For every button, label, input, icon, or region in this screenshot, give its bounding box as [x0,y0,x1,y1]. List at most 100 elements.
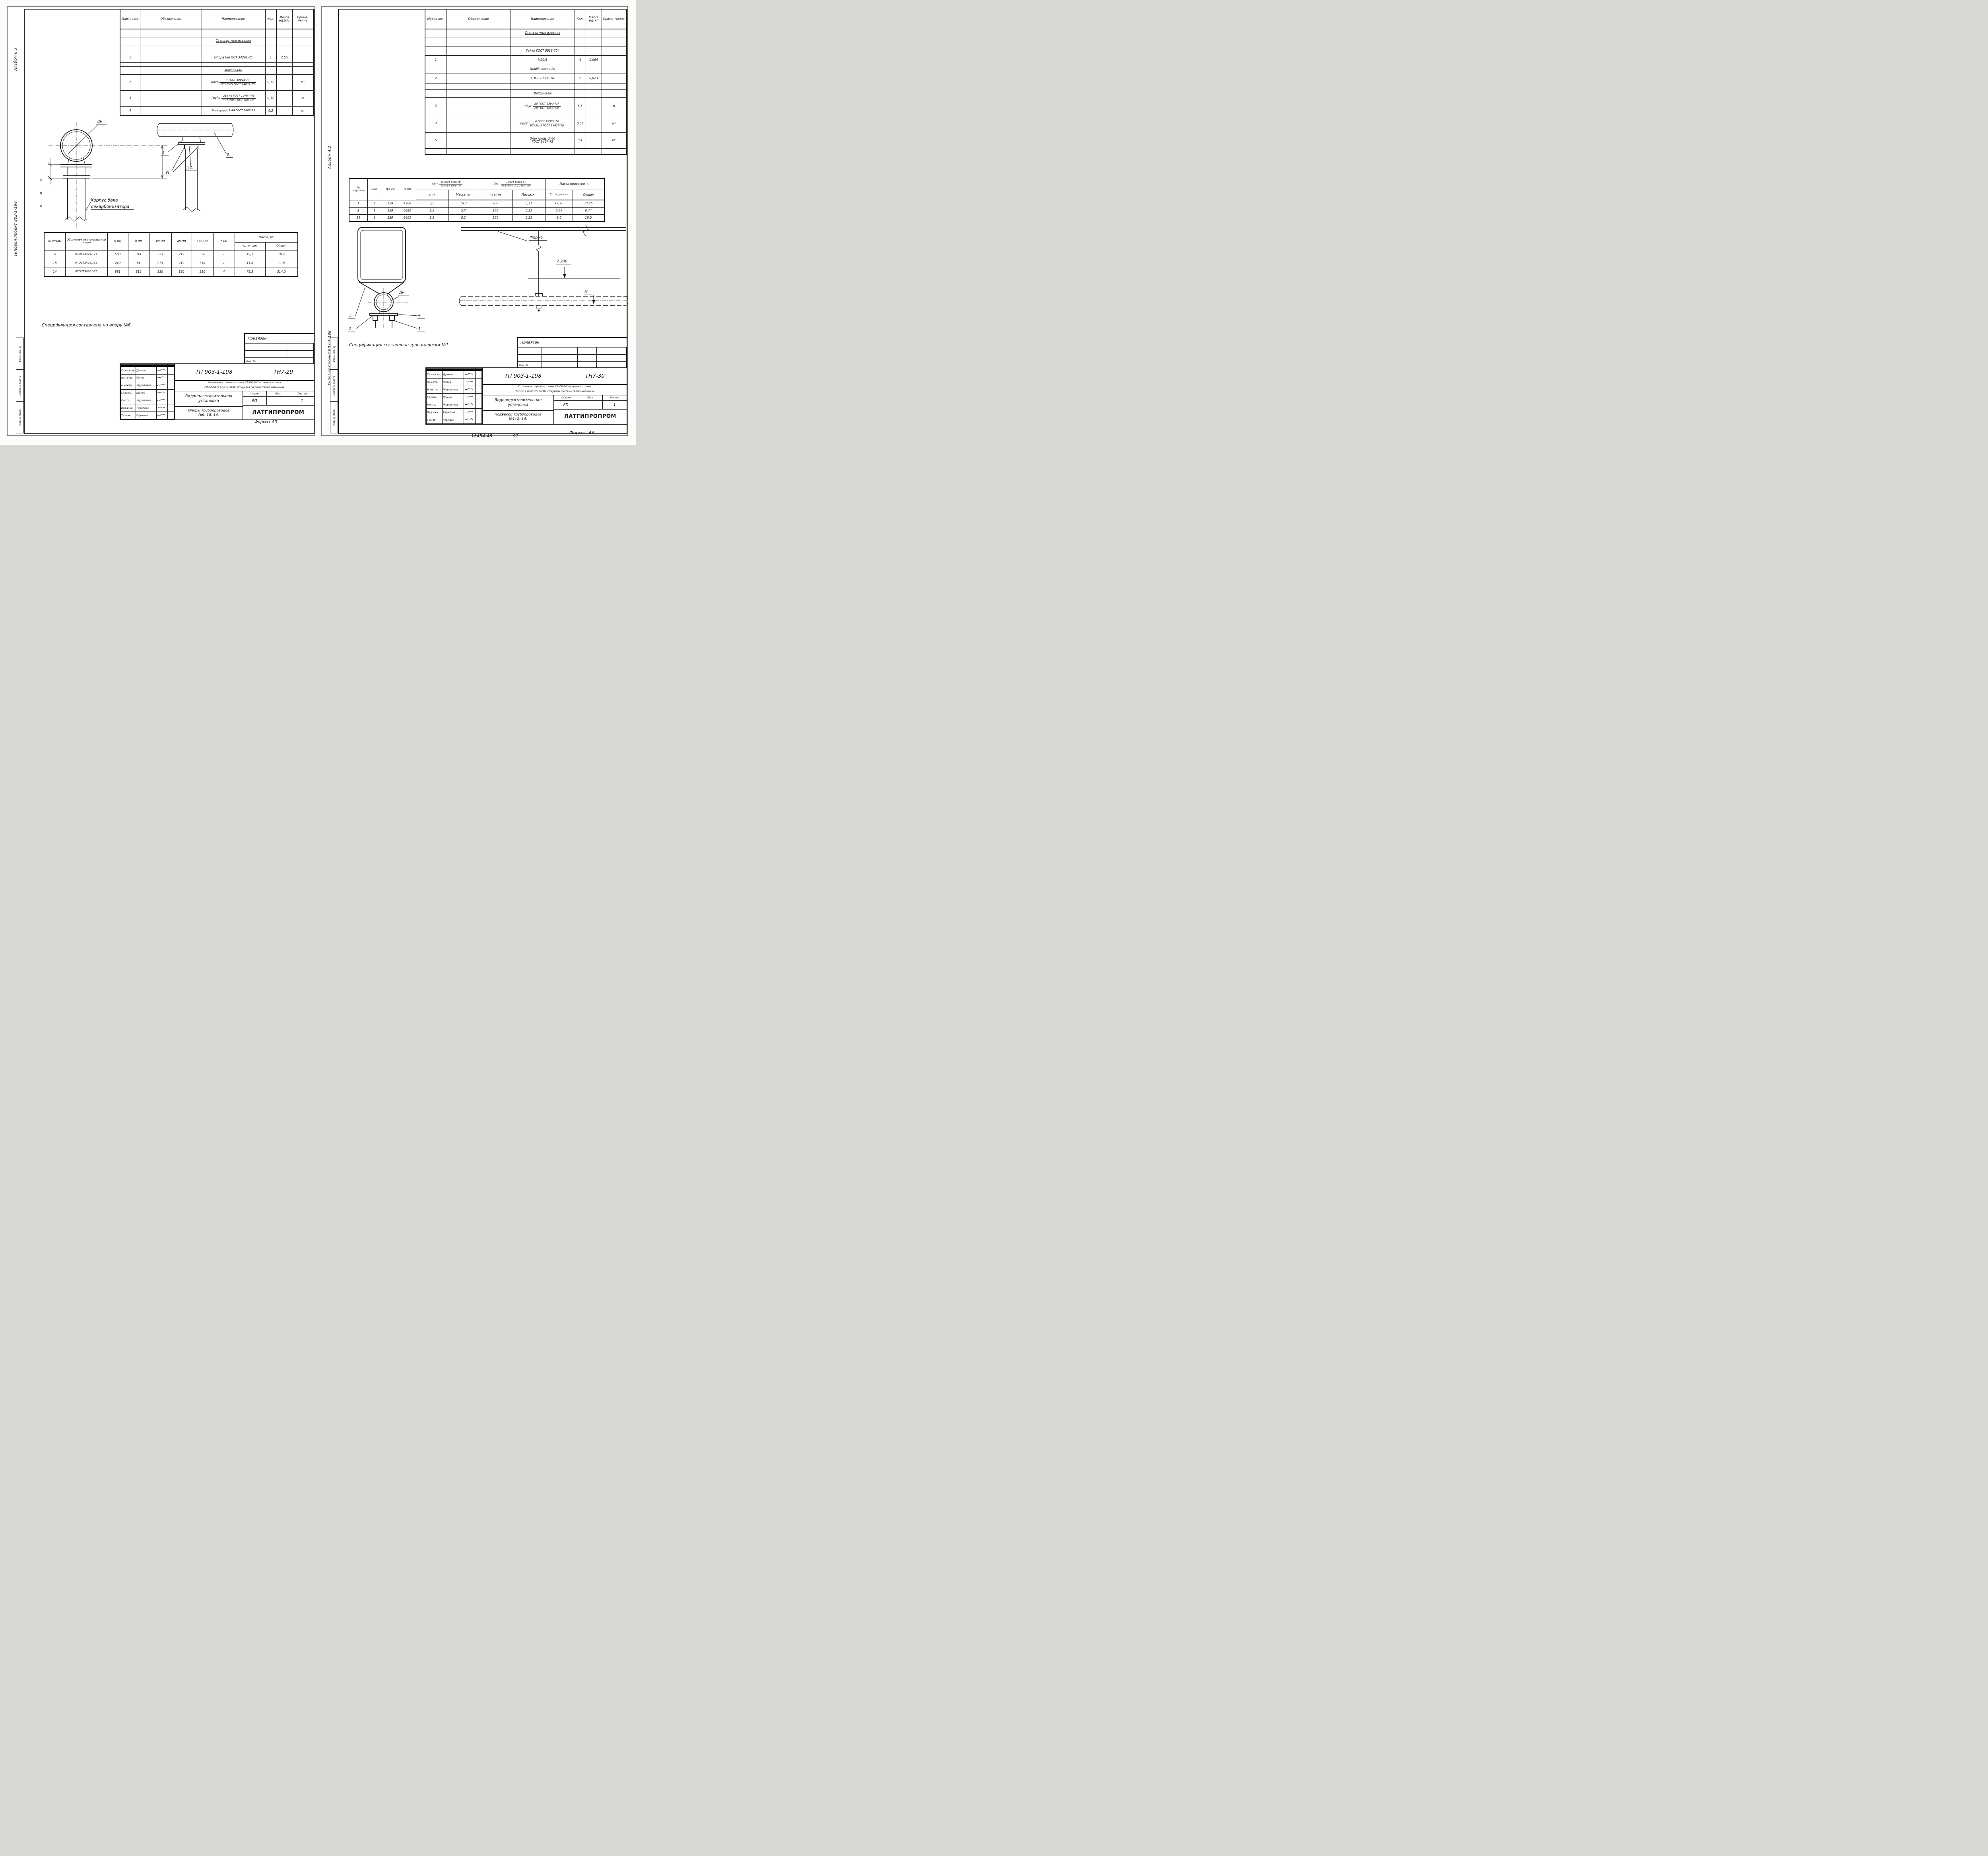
material-sheet: Лист 4 ГОСТ 19903-74 ВСт3сп5 ГОСТ 14637-79 [520,120,565,127]
signature-squiggle [157,399,166,401]
spec-col-designation: Обозначение [446,9,511,29]
truss-label: Ферма [529,235,547,241]
spec-section-materials: Материалы [201,66,266,75]
spec-section-materials: Материалы [510,89,575,98]
organization-name: ЛАТГИПРОПРОМ [564,414,616,419]
lists-label: Листов [610,396,619,399]
spec-col-note: Приме- чание [601,9,627,29]
callout-1: 1 [417,327,425,332]
project-description-1: Котельная с тремя котлами КВ-ГМ-100 и тр… [518,385,592,388]
elevation-label: 7.200 [556,259,572,264]
callout-4: 4 [417,313,425,318]
spec-row-pos: 1 [120,52,140,63]
material-electrodes: Электроды Э-46 ГОСТ 9467-75 [201,106,266,116]
nuts-gost-line: Гайки ГОСТ 5915-70* [510,46,575,56]
h-capital-dim-label: Н [166,170,169,175]
stamp-vzam-inv: Взам. инв. № [18,345,21,362]
role: Н.контр. [120,381,136,390]
person-name: Гержова [136,412,157,419]
weld-size-label-2: 4 [40,204,42,208]
spec-col-qty: Кол. [574,9,586,29]
callout-3: 3 [348,313,356,318]
role: Рук.гр. [120,396,136,405]
list-label: Лист [578,395,603,400]
tank-note-line2: декарбонизатора [91,204,134,210]
person-name: Попов [442,378,464,386]
right-title-block: Гл.инж.пр. Дучман Нач.отд. Попов Н.контр. Ж… [425,367,627,425]
stage-value: РП [243,396,267,405]
material-sheet-designation: Лист 4 ГОСТ 19903-74 ВСт3сп5 ГОСТ 14637-79 [211,78,256,86]
role: Рук.гр. [426,401,443,409]
scanned-drawing-canvas: Альбом 6.3 Типовой проект 903-1-198 Взам… [0,0,636,445]
list-value [578,400,603,409]
person-name: Журавлева [442,386,464,394]
stamp-vzam-inv: Взам. инв. № [332,345,336,362]
lists-value: 1 [301,398,303,403]
hng-sheet-group: Лист 4 ГОСТ 19903-74 ВСт3сп5 ГОСТ 14637-79 [493,181,531,187]
spec-col-qty: Кол. [265,9,277,29]
spec-col-mass: Масса ед.(кг) [276,9,293,29]
left-binding-stamp: Привязан Инв. № [244,333,315,365]
person-name: Тарелова [442,408,464,417]
signature-squiggle [464,388,473,390]
role: Техник [120,412,136,419]
binding-stamp-title: Привязан [518,338,627,347]
person-name: Журавлева [136,381,157,390]
person-name: Тарелова [136,404,157,412]
project-number: ТП 903-1-198 [505,373,542,379]
stage-value: РП [554,400,579,409]
project-description-2: ГМ-50-14 (2,05-25-14ГМ). Открытая систем… [514,390,595,393]
object-name-1: Водоподготовительная [185,394,233,399]
spec-row-name: Опора №6 ОСТ 34261-75 [201,52,266,63]
stamp-inv-podl: Инв. № подл. [18,409,21,426]
supports-row: 6 04ОСТ34261-75 500 314 273 219 350 1 19,7 19,7 [44,250,298,259]
person-name: Дучман [442,371,464,379]
hangers-row: 1 1 159 4700 6,6 16,3 200 0,31 17,25 17,25 [349,200,605,208]
signature-squiggle [157,414,166,416]
project-description-1: Котельная с тремя котлами КВ-ГМ-100 и тр… [208,381,281,384]
dn-dim-label: Дн [96,119,107,124]
footer-page-number: 91 [513,433,518,439]
spec-section-standard: Стандартные изделия [510,29,575,37]
person-name: Попов [136,374,157,382]
supports-row: 14 07ОСТ34261-75 881 512 830 530 350 4 78,5 314,0 [44,267,298,277]
callout-2: 2 [348,327,356,332]
signature-squiggle [464,373,473,375]
left-spec-note: Спецификация составлена на опору №6. [42,323,132,328]
stamp-podpis-data: Подпись и дата [18,375,21,396]
stage-label: Стадия [243,391,267,396]
weld-size-label-1: 4 [40,179,42,182]
callout-1: 1 [161,150,169,155]
person-name: Журавлева [442,401,464,409]
binding-stamp-title: Привязан [245,334,314,343]
spec-col-name: Наименование [201,9,266,29]
hangers-row: 2 1 159 6880 2,3 5,7 200 0,31 6,44 6,44 [349,207,605,215]
lists-label: Листов [297,392,307,395]
person-name: Шкене [442,393,464,402]
role: Н.контр. [426,386,443,394]
left-supports-table: № опоры Обозначение стандартной опоры Н … [44,232,298,277]
drawing-code: ТН7-29 [274,369,293,375]
spec-col-pos: Марка поз. [120,9,140,29]
signature-squiggle [464,396,473,398]
right-format-note: Формат А3 [569,430,594,435]
role: Нач.отд. [426,378,443,386]
stamp-inv-podl: Инв. № подл. [332,409,336,426]
list-value [267,396,291,405]
right-hangers-table: № подвески Кол. Дн мм Н мм Круг 20 ГОСТ 2… [349,178,605,222]
right-margin-stamp-column: Взам. инв. № Подпись и дата Инв. № подл. [330,338,338,433]
left-album-label: Альбом 6.3 [14,47,18,71]
left-format-note: Формат А3 [254,420,277,424]
role: Техник [426,416,443,424]
hangers-row: 14 2 159 6400 3,3 8,2 200 0,31 9,0 18,0 [349,214,605,222]
sheet-title-1: Подвески трубопроводов [495,413,542,417]
person-name: Дучман [136,367,157,375]
stage-label: Стадия [554,395,579,400]
sup-mass-group: Масса, кг [234,232,298,243]
h-dim-label: Н [584,289,592,295]
role: Гл.инж.пр. [426,371,443,379]
spec-col-note: Приме- чание [292,9,314,29]
signature-squiggle [464,403,473,406]
supports-row: 18 04ОСТ34261-75 240 54 273 219 350 1 11,8 11,8 [44,258,298,268]
organization-name: ЛАТГИПРОПРОМ [252,409,305,415]
